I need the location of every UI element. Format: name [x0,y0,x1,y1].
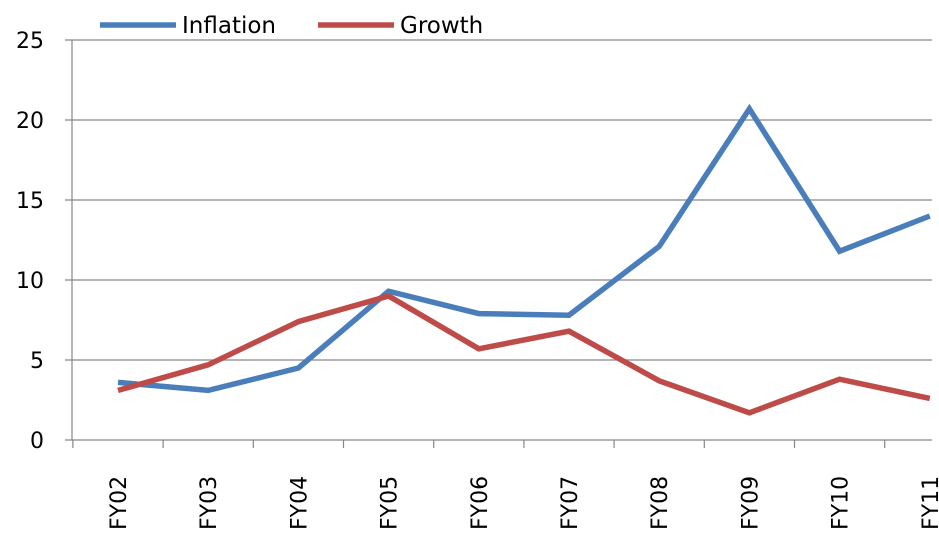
series-lines [117,103,931,416]
y-axis: 0 5 10 15 20 25 [16,29,73,454]
x-axis: FY02 FY03 FY04 FY05 FY06 FY07 FY08 FY09 FY10 FY11 [72,439,939,530]
x-tick-label: FY06 [468,476,493,530]
series-line-growth [117,293,931,416]
legend: Inflation Growth [100,13,483,39]
y-tick-label: 0 [30,429,44,454]
y-tick-label: 25 [16,29,44,54]
y-tick-label: 5 [30,349,44,374]
x-tick-label: FY10 [829,476,854,530]
y-tick-label: 20 [16,109,44,134]
series-line-inflation [117,103,931,394]
x-tick-label: FY04 [287,476,312,530]
gridlines [72,39,932,361]
x-tick-label: FY05 [378,476,403,530]
x-tick-label: FY02 [107,476,132,530]
x-tick-label: FY11 [919,476,939,530]
x-tick-label: FY07 [558,476,583,530]
legend-label-growth: Growth [400,13,483,39]
x-tick-label: FY08 [648,476,673,530]
x-tick-label: FY09 [738,476,763,530]
legend-label-inflation: Inflation [182,13,276,39]
y-tick-label: 15 [16,189,44,214]
x-tick-label: FY03 [197,476,222,530]
y-tick-label: 10 [16,269,44,294]
